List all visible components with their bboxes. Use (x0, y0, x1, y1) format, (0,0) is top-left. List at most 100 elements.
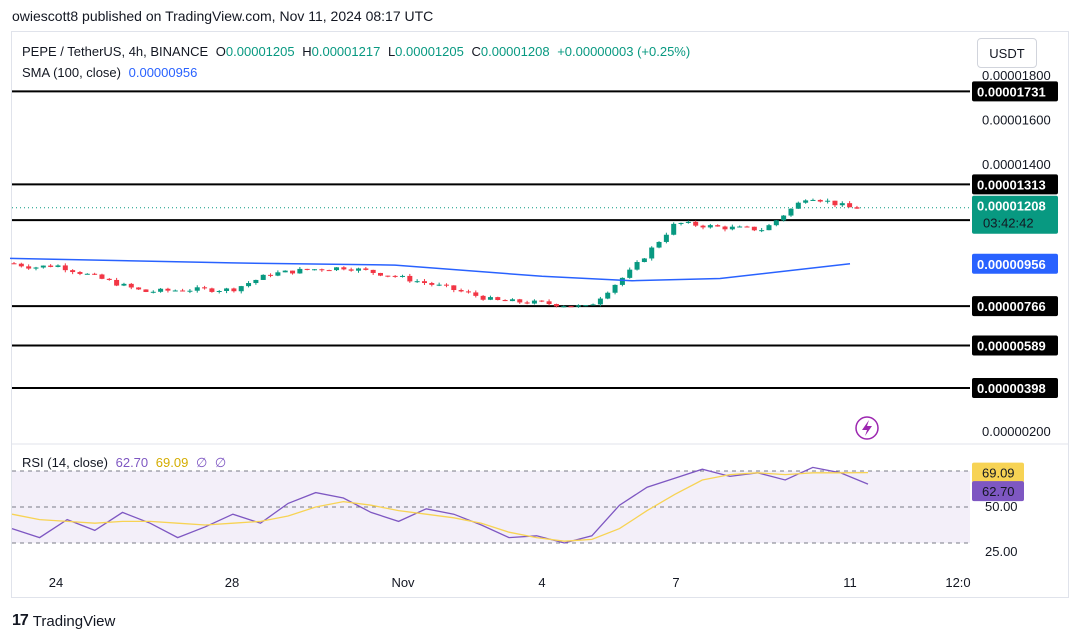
candle-body (502, 299, 508, 302)
candle-body (202, 287, 208, 289)
price-legend: PEPE / TetherUS, 4h, BINANCE O0.00001205… (22, 44, 694, 59)
candle-body (290, 270, 296, 274)
candle-body (77, 272, 83, 274)
rsi-ma-legend-value: 69.09 (155, 455, 189, 470)
candle-body (817, 199, 823, 202)
low-value: 0.00001205 (395, 44, 464, 59)
current-price-bg (972, 195, 1058, 234)
candle-body (33, 267, 39, 269)
candle-body (744, 226, 750, 228)
level-label-3: 0.00000766 (972, 296, 1058, 317)
x-tick-0: 24 (49, 575, 63, 590)
candle-body (700, 225, 706, 228)
candle-body (70, 270, 76, 273)
candle-body (781, 215, 787, 221)
sma-legend: SMA (100, close) 0.00000956 (22, 65, 201, 80)
level-label-0: 0.00001731 (972, 81, 1058, 102)
candle-body (143, 289, 149, 292)
candle-body (150, 291, 156, 293)
candle-body (568, 306, 574, 308)
candle-body (715, 225, 721, 227)
candle-body (495, 297, 501, 300)
candle-body (773, 220, 779, 226)
candle-body (465, 291, 471, 293)
x-tick-5: 11 (843, 575, 857, 590)
sma-price-bg (972, 253, 1058, 274)
candle-body (172, 290, 178, 292)
rsi-value-label: 62.70 (972, 481, 1024, 502)
candle-body (553, 304, 559, 307)
candle-body (678, 222, 684, 224)
currency-button[interactable]: USDT (977, 38, 1037, 68)
sma-line (9, 257, 851, 282)
candle-body (246, 283, 252, 287)
candle-body (517, 299, 523, 303)
sma-value: 0.00000956 (128, 65, 198, 80)
candle-body (326, 270, 332, 272)
rsi-bg (972, 481, 1024, 502)
level-label-text: 0.00001731 (977, 84, 1046, 99)
tradingview-logo[interactable]: 17 TradingView (12, 612, 115, 630)
level-label-4: 0.00000589 (972, 335, 1058, 356)
candle-body (392, 275, 398, 277)
candle-body (759, 230, 765, 232)
level-label-bg (972, 377, 1058, 398)
rsi-ma-bg (972, 462, 1024, 483)
candle-body (803, 200, 809, 203)
candle-body (304, 268, 310, 270)
candle-body (99, 274, 105, 279)
y-tick-1: 0.00001600 (982, 113, 1051, 128)
high-value: 0.00001217 (311, 44, 381, 59)
level-label-bg (972, 174, 1058, 195)
candle-body (487, 297, 493, 300)
candle-body (707, 225, 713, 228)
candle-body (788, 208, 794, 216)
rsi-extra-1: ∅ (195, 455, 208, 470)
candle-body (627, 269, 633, 278)
candle-body (583, 305, 589, 307)
candle-body (546, 301, 552, 305)
candle-body (722, 226, 728, 230)
candle-body (619, 277, 625, 285)
sma-label[interactable]: SMA (100, close) (22, 65, 121, 80)
candle-body (429, 283, 435, 285)
candle-body (810, 199, 816, 201)
candle-body (509, 299, 515, 302)
rsi-band (12, 471, 970, 543)
rsi-label[interactable]: RSI (14, close) (22, 455, 108, 470)
candle-body (180, 290, 186, 292)
candle-body (268, 274, 274, 276)
candle-body (158, 288, 164, 292)
candle-body (407, 275, 413, 282)
symbol-label[interactable]: PEPE / TetherUS, 4h, BINANCE (22, 44, 209, 59)
candle-body (348, 269, 354, 271)
candle-body (451, 285, 457, 291)
rsi-y-tick-0: 50.00 (985, 499, 1018, 514)
candle-body (421, 281, 427, 284)
rsi-y-tick-1: 25.00 (985, 544, 1018, 559)
brand-name: TradingView (32, 612, 116, 630)
rsi-extra-2: ∅ (214, 455, 227, 470)
candle-body (165, 288, 171, 291)
sma-price-text: 0.00000956 (977, 257, 1046, 272)
candle-body (297, 268, 303, 274)
candle-body (18, 263, 24, 267)
candle-body (209, 288, 215, 292)
candle-body (238, 286, 244, 292)
candle-body (92, 273, 98, 275)
candle-body (62, 265, 68, 271)
candle-body (356, 268, 362, 271)
candle-body (590, 304, 596, 306)
flash-bolt (862, 420, 872, 436)
candle-body (11, 263, 17, 265)
candle-body (231, 288, 237, 292)
level-label-1: 0.00001313 (972, 174, 1058, 195)
current-price-text: 0.00001208 (977, 199, 1046, 214)
candle-body (751, 226, 757, 231)
candle-body (729, 226, 735, 230)
current-price-label: 0.00001208 03:42:42 (972, 195, 1058, 234)
flash-circle (855, 416, 879, 440)
candle-body (693, 221, 699, 226)
candle-body (531, 300, 537, 304)
